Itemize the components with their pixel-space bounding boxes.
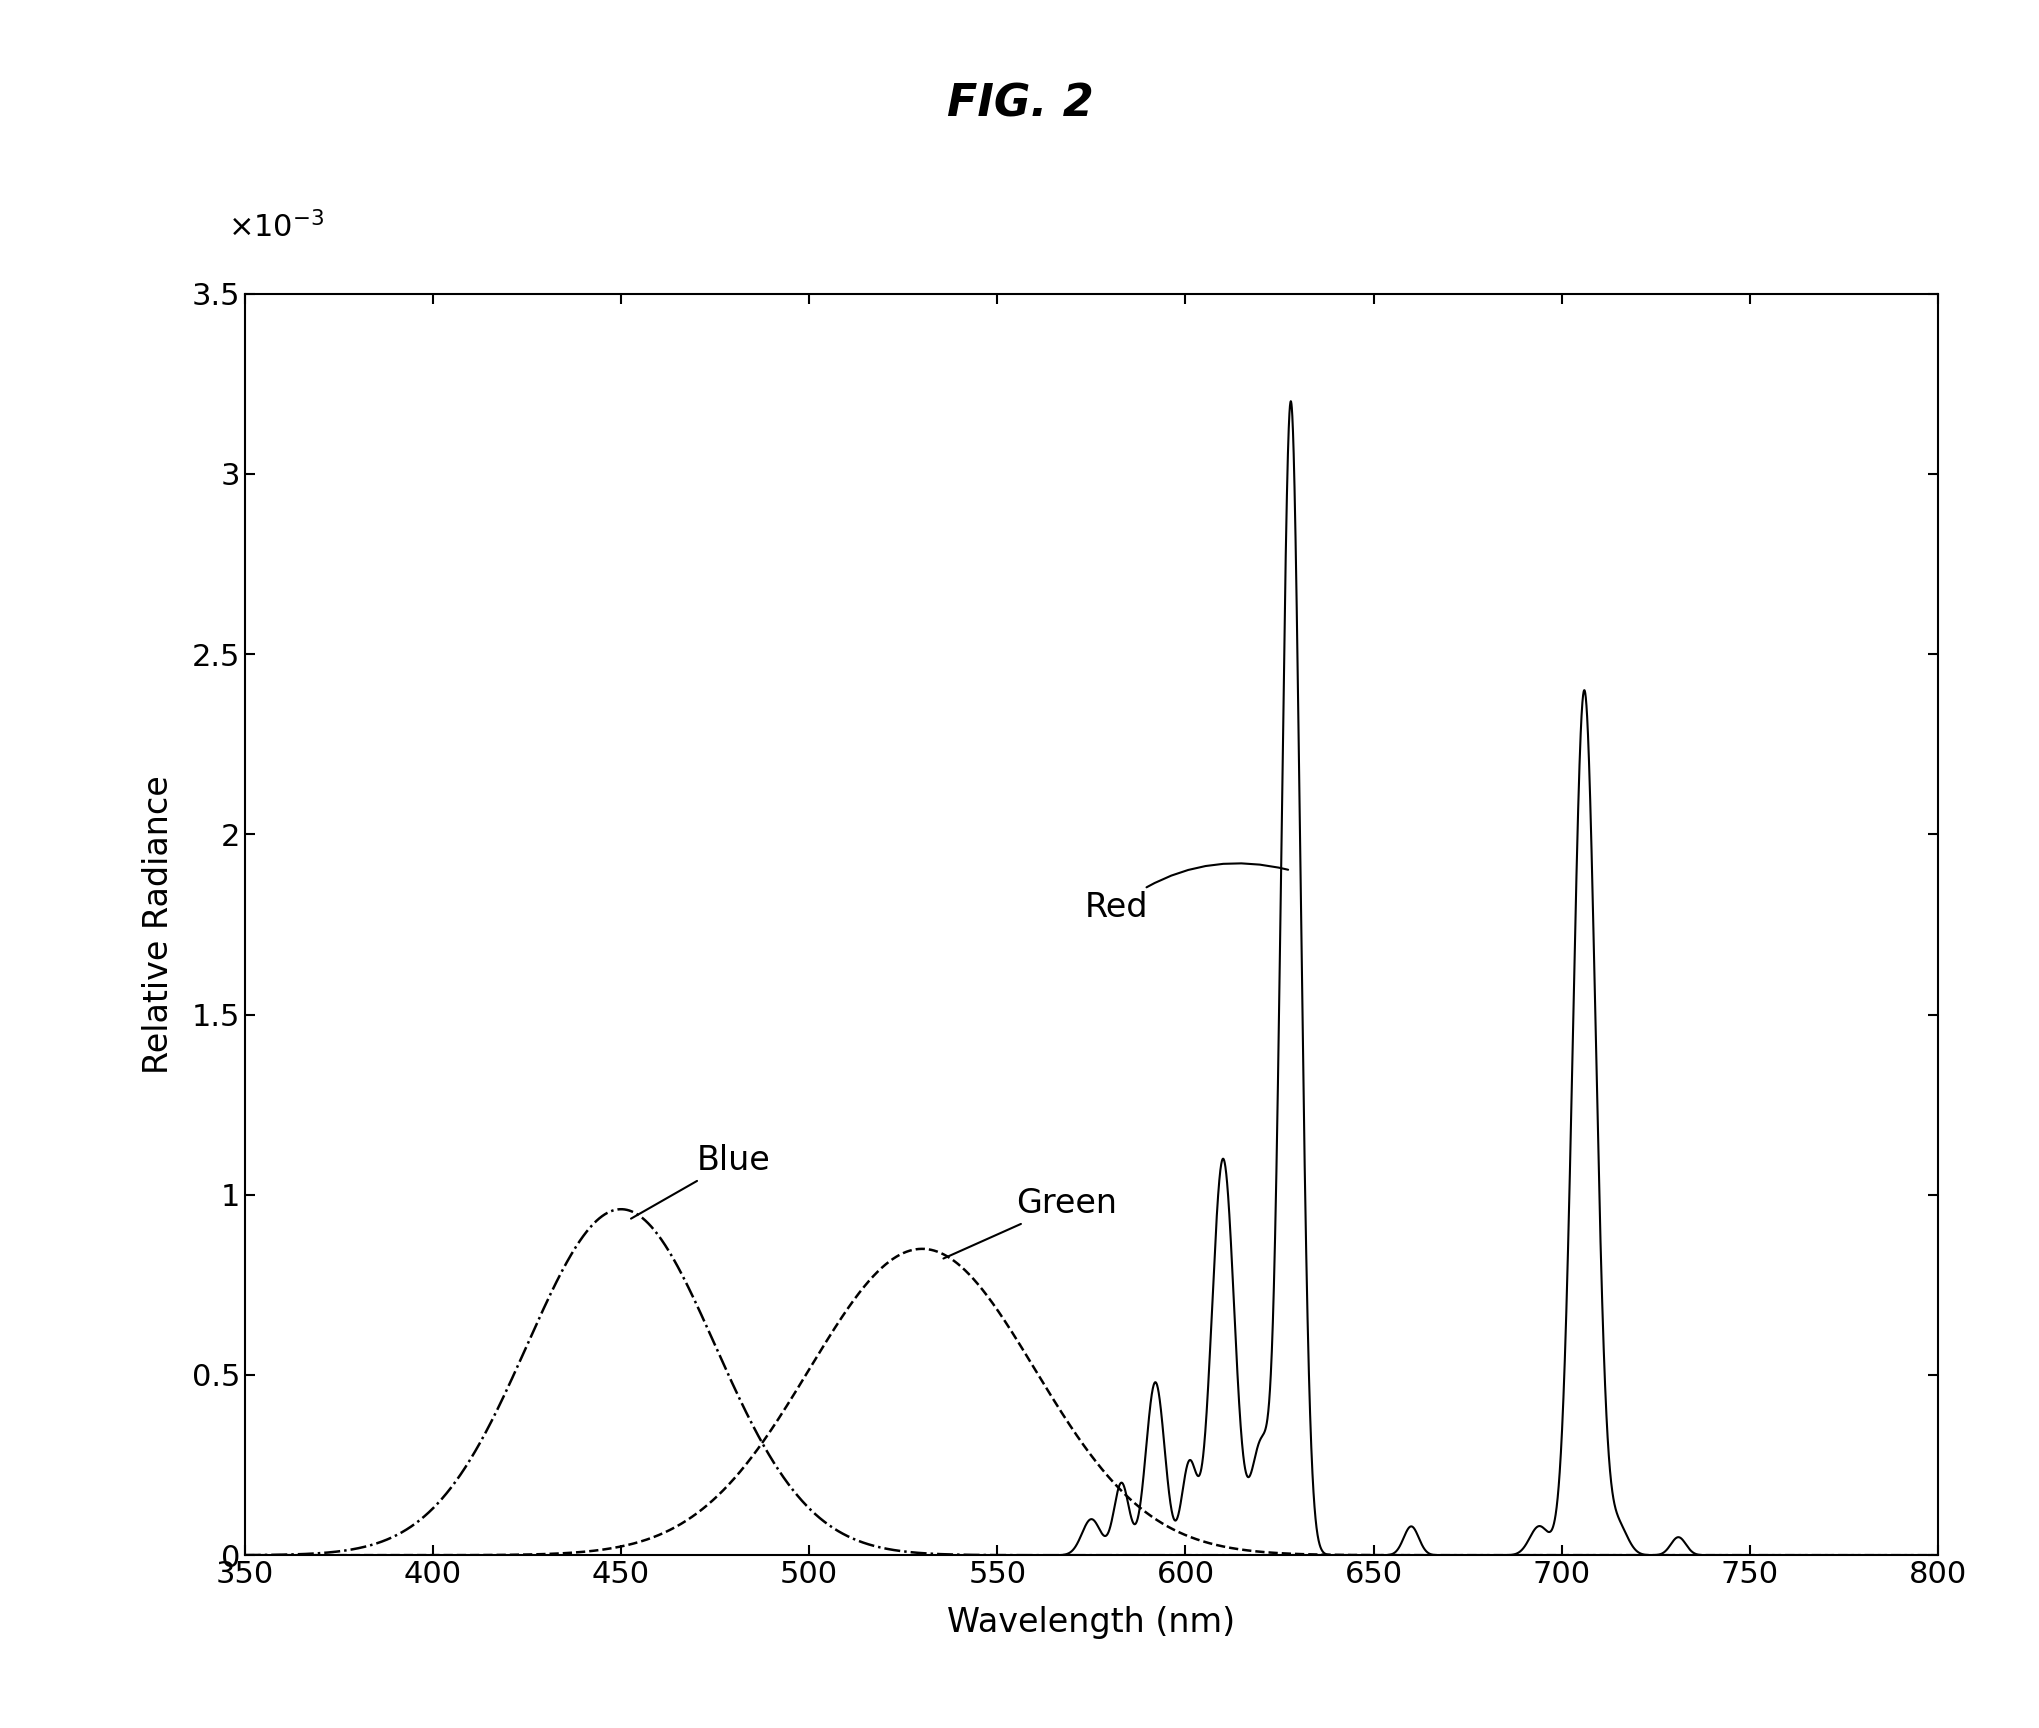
Blue <box>232 1545 257 1566</box>
Green <box>334 1545 359 1566</box>
Red <box>232 1545 257 1566</box>
Y-axis label: Relative Radiance: Relative Radiance <box>141 776 175 1073</box>
Blue <box>302 1543 326 1564</box>
Text: Green: Green <box>942 1187 1117 1258</box>
Text: FIG. 2: FIG. 2 <box>946 83 1093 124</box>
Text: Red: Red <box>1085 864 1287 924</box>
Green <box>302 1545 326 1566</box>
Red <box>1060 1540 1085 1560</box>
Blue <box>334 1540 359 1560</box>
Green <box>1925 1545 1949 1566</box>
Green <box>232 1545 257 1566</box>
Blue <box>241 1545 265 1566</box>
Green <box>565 1541 589 1562</box>
Green <box>1060 1419 1085 1439</box>
Line: Green: Green <box>245 1249 1937 1555</box>
Line: Red: Red <box>245 401 1937 1555</box>
Red <box>1835 1545 1860 1566</box>
Green <box>909 1239 934 1260</box>
Blue <box>608 1199 632 1220</box>
Text: Blue: Blue <box>630 1144 769 1218</box>
Blue <box>565 1236 589 1256</box>
Blue <box>1835 1545 1860 1566</box>
X-axis label: Wavelength (nm): Wavelength (nm) <box>946 1605 1236 1638</box>
Red <box>334 1545 359 1566</box>
Red <box>241 1545 265 1566</box>
Blue <box>1925 1545 1949 1566</box>
Red <box>1278 391 1303 411</box>
Green <box>1835 1545 1860 1566</box>
Text: $\times10^{-3}$: $\times10^{-3}$ <box>228 211 324 244</box>
Green <box>241 1545 265 1566</box>
Blue <box>1060 1545 1085 1566</box>
Red <box>302 1545 326 1566</box>
Red <box>565 1545 589 1566</box>
Line: Blue: Blue <box>245 1210 1937 1555</box>
Red <box>1925 1545 1949 1566</box>
